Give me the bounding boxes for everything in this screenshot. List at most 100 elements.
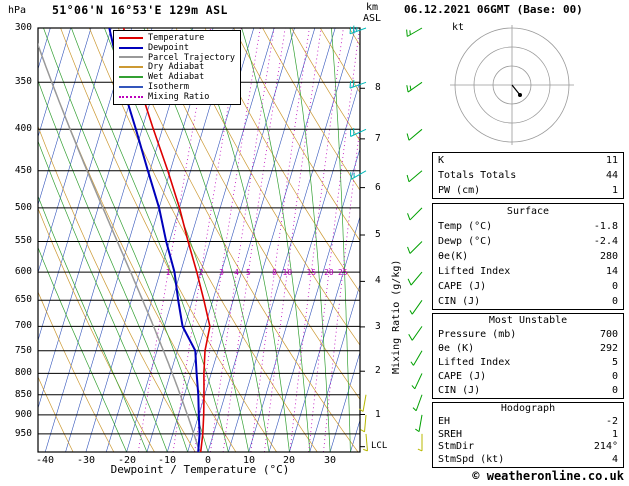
- panel-row: CAPE (J) 0: [433, 279, 623, 294]
- panel-row-value: 44: [605, 170, 618, 181]
- panel-row-label: PW (cm): [438, 185, 481, 196]
- altitude-axis-unit-km: km: [366, 2, 379, 13]
- panel-row-label: Totals Totals: [438, 170, 517, 181]
- pressure-tick-label: 600: [14, 266, 32, 277]
- temperature-tick-label: 20: [282, 455, 296, 466]
- panel-row-value: 280: [599, 251, 618, 262]
- panel-row: K 11: [433, 153, 623, 168]
- panel-row-value: 0: [611, 371, 618, 382]
- panel-row-value: 700: [599, 329, 618, 340]
- km-tick-label: 4: [375, 275, 381, 286]
- legend-item: Isotherm: [119, 82, 235, 92]
- pressure-tick-label: 800: [14, 367, 32, 378]
- pressure-tick-label: 550: [14, 235, 32, 246]
- panel-row-label: CIN (J): [438, 385, 481, 396]
- legend-swatch: [119, 95, 143, 98]
- station-title: 51°06'N 16°53'E 129m ASL: [52, 3, 228, 17]
- km-tick-label: 8: [375, 82, 381, 93]
- panel-row-label: Dewp (°C): [438, 236, 493, 247]
- panel-row-label: StmDir: [438, 441, 475, 453]
- km-tick-label: 1: [375, 409, 381, 420]
- panel-row: EH -2: [433, 416, 623, 429]
- legend-swatch: [119, 85, 143, 88]
- legend-item: Dewpoint: [119, 43, 235, 53]
- temperature-tick-label: 10: [242, 455, 256, 466]
- legend-item: Mixing Ratio: [119, 92, 235, 102]
- panel-row-label: CAPE (J): [438, 281, 487, 292]
- pressure-tick-label: 950: [14, 428, 32, 439]
- panel-row-label: Lifted Index: [438, 266, 511, 277]
- hodograph-unit-label: kt: [452, 22, 465, 33]
- svg-text:15: 15: [306, 268, 316, 277]
- panel-row-value: 0: [611, 385, 618, 396]
- parcel-trajectory-curve: [38, 42, 202, 452]
- pressure-tick-label: 850: [14, 389, 32, 400]
- copyright: © weatheronline.co.uk: [472, 469, 624, 483]
- panel-row-value: -1.8: [593, 221, 618, 232]
- legend-item: Dry Adiabat: [119, 62, 235, 72]
- km-tick-label: 2: [375, 365, 381, 376]
- panel-section-header: Hodograph: [500, 403, 556, 414]
- pressure-axis-unit: hPa: [8, 5, 27, 16]
- panel-row: CIN (J) 0: [433, 294, 623, 309]
- panel-section-header: Surface: [506, 206, 550, 217]
- panel-row-label: Pressure (mb): [438, 329, 517, 340]
- temperature-curve: [122, 28, 211, 452]
- pressure-tick-label: 350: [14, 76, 32, 87]
- panel-row-label: CIN (J): [438, 296, 481, 307]
- dewpoint-curve: [108, 28, 201, 452]
- panel-row-value: 1: [611, 428, 618, 440]
- svg-text:8: 8: [272, 268, 277, 277]
- pressure-tick-label: 650: [14, 294, 32, 305]
- panel-row-value: 14: [605, 266, 618, 277]
- panel-row: Pressure (mb) 700: [433, 328, 623, 342]
- svg-text:3: 3: [219, 268, 224, 277]
- temperature-tick-label: -10: [157, 455, 177, 466]
- legend-item: Temperature: [119, 33, 235, 43]
- legend-label: Dry Adiabat: [148, 62, 205, 73]
- temperature-tick-label: -40: [35, 455, 55, 466]
- legend-item: Parcel Trajectory: [119, 53, 235, 63]
- legend-label: Dewpoint: [148, 42, 189, 53]
- svg-text:5: 5: [246, 268, 251, 277]
- panel-row-label: θe (K): [438, 343, 475, 354]
- pressure-tick-label: 900: [14, 409, 32, 420]
- legend-label: Wet Adiabat: [148, 72, 205, 83]
- panel-box: Hodograph EH -2 SREH 1 StmDir 214° StmSpd (kt) 4: [432, 402, 624, 468]
- km-tick-label: 3: [375, 321, 381, 332]
- pressure-tick-label: 300: [14, 22, 32, 33]
- temperature-tick-label: -30: [76, 455, 96, 466]
- panel-row: StmSpd (kt) 4: [433, 454, 623, 467]
- legend-label: Isotherm: [148, 81, 189, 92]
- panel-row: CIN (J) 0: [433, 384, 623, 398]
- panel-row-value: 0: [611, 281, 618, 292]
- panel-row: θe(K) 280: [433, 249, 623, 264]
- svg-text:1: 1: [166, 268, 171, 277]
- legend-label: Temperature: [148, 32, 205, 43]
- panel-row: SREH 1: [433, 429, 623, 442]
- panel-box: K 11 Totals Totals 44 PW (cm) 1: [432, 152, 624, 199]
- panel-row: θe (K) 292: [433, 342, 623, 356]
- pressure-tick-label: 750: [14, 345, 32, 356]
- x-axis-label: Dewpoint / Temperature (°C): [110, 463, 290, 476]
- run-datetime: 06.12.2021 06GMT (Base: 00): [404, 3, 583, 16]
- panel-row-label: K: [438, 155, 445, 166]
- svg-text:4: 4: [234, 268, 239, 277]
- pressure-tick-label: 400: [14, 123, 32, 134]
- panel-row: Dewp (°C) -2.4: [433, 234, 623, 249]
- legend-label: Parcel Trajectory: [148, 52, 235, 63]
- km-tick-label: 7: [375, 133, 381, 144]
- panel-row-label: Lifted Index: [438, 357, 511, 368]
- temperature-tick-label: 30: [323, 455, 337, 466]
- panel-row-label: StmSpd (kt): [438, 454, 505, 466]
- panel-row: Lifted Index 14: [433, 264, 623, 279]
- panel-row-label: Temp (°C): [438, 221, 493, 232]
- panel-row-value: 214°: [593, 441, 618, 453]
- legend: Temperature Dewpoint Parcel Trajectory Dry …: [113, 30, 241, 105]
- legend-swatch: [119, 56, 143, 59]
- temperature-tick-label: 0: [204, 455, 212, 466]
- altitude-axis-unit-asl: ASL: [363, 13, 382, 24]
- legend-swatch: [119, 46, 143, 49]
